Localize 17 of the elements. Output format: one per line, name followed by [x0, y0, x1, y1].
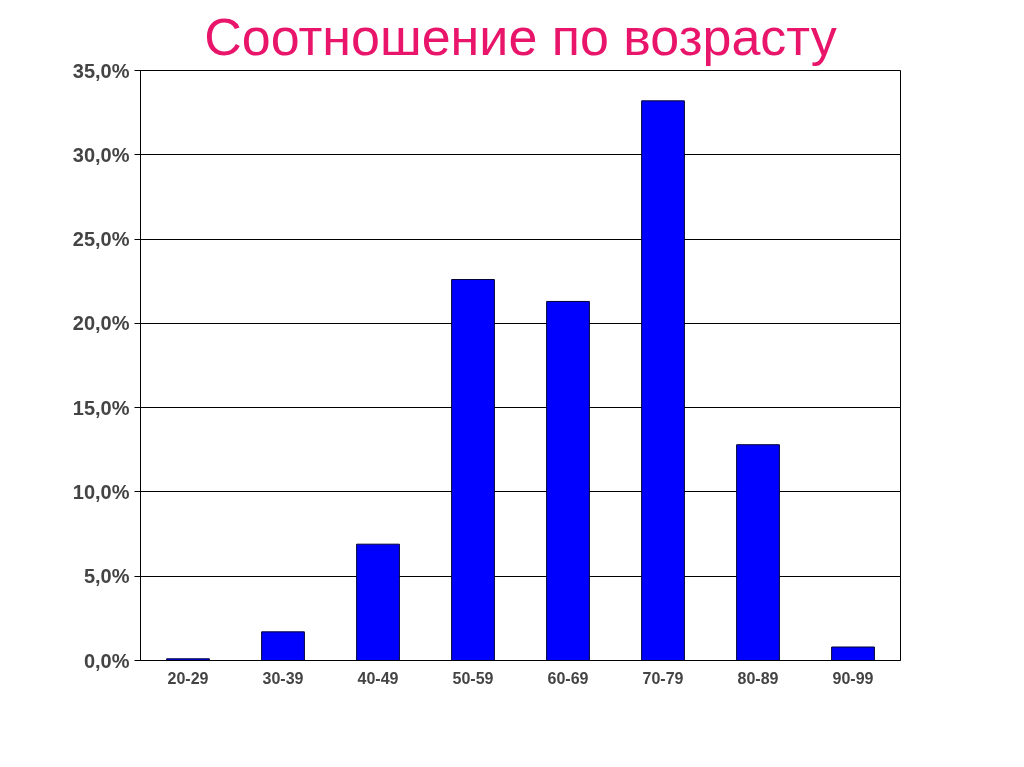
y-tick-label: 15,0% [72, 396, 130, 419]
x-tick-label: 90-99 [832, 669, 874, 687]
y-tick-label: 5,0% [83, 565, 130, 588]
x-tick-label: 40-49 [357, 669, 399, 687]
x-tick-label: 70-79 [642, 669, 684, 687]
x-tick-label: 60-69 [547, 669, 589, 687]
x-tick-label: 80-89 [737, 669, 779, 687]
x-tick-label: 30-39 [262, 669, 304, 687]
y-tick-label: 30,0% [72, 143, 130, 166]
x-tick-label: 20-29 [167, 669, 209, 687]
y-tick-label: 20,0% [72, 312, 130, 335]
x-tick-label: 50-59 [452, 669, 494, 687]
y-tick-label: 25,0% [72, 228, 130, 251]
y-tick-label: 0,0% [83, 649, 130, 672]
chart-title: Соотношение по возрасту [204, 7, 837, 66]
y-tick-label: 35,0% [72, 59, 130, 82]
y-tick-label: 10,0% [72, 480, 130, 503]
